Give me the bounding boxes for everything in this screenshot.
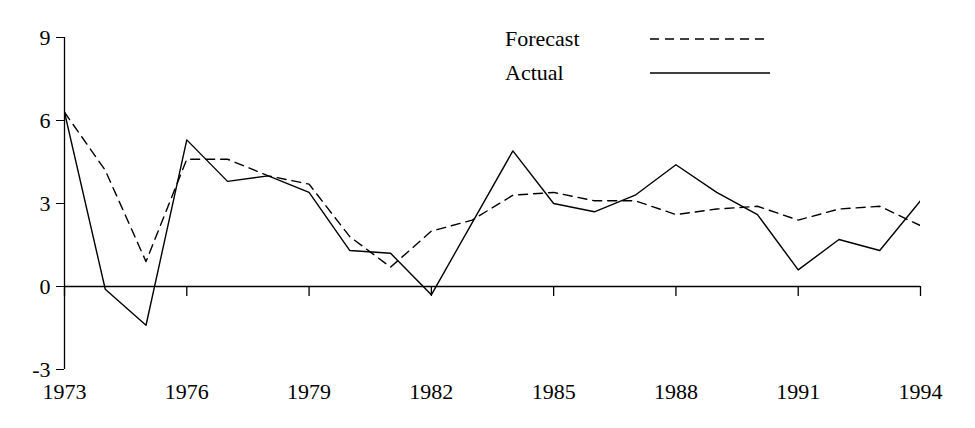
svg-text:1988: 1988	[654, 379, 698, 404]
svg-text:3: 3	[40, 191, 51, 216]
html-text:Actual: Actual	[505, 60, 564, 85]
svg-text:1991: 1991	[776, 379, 820, 404]
svg-text:1994: 1994	[899, 379, 943, 404]
html-text:Forecast: Forecast	[505, 26, 580, 51]
svg-text:6: 6	[40, 108, 51, 133]
svg-text:0: 0	[40, 274, 51, 299]
svg-text:1982: 1982	[409, 379, 453, 404]
svg-text:1985: 1985	[532, 379, 576, 404]
svg-text:1976: 1976	[165, 379, 209, 404]
svg-text:9: 9	[40, 25, 51, 50]
svg-text:1979: 1979	[287, 379, 331, 404]
svg-text:-3: -3	[32, 357, 50, 382]
svg-text:1973: 1973	[43, 379, 87, 404]
